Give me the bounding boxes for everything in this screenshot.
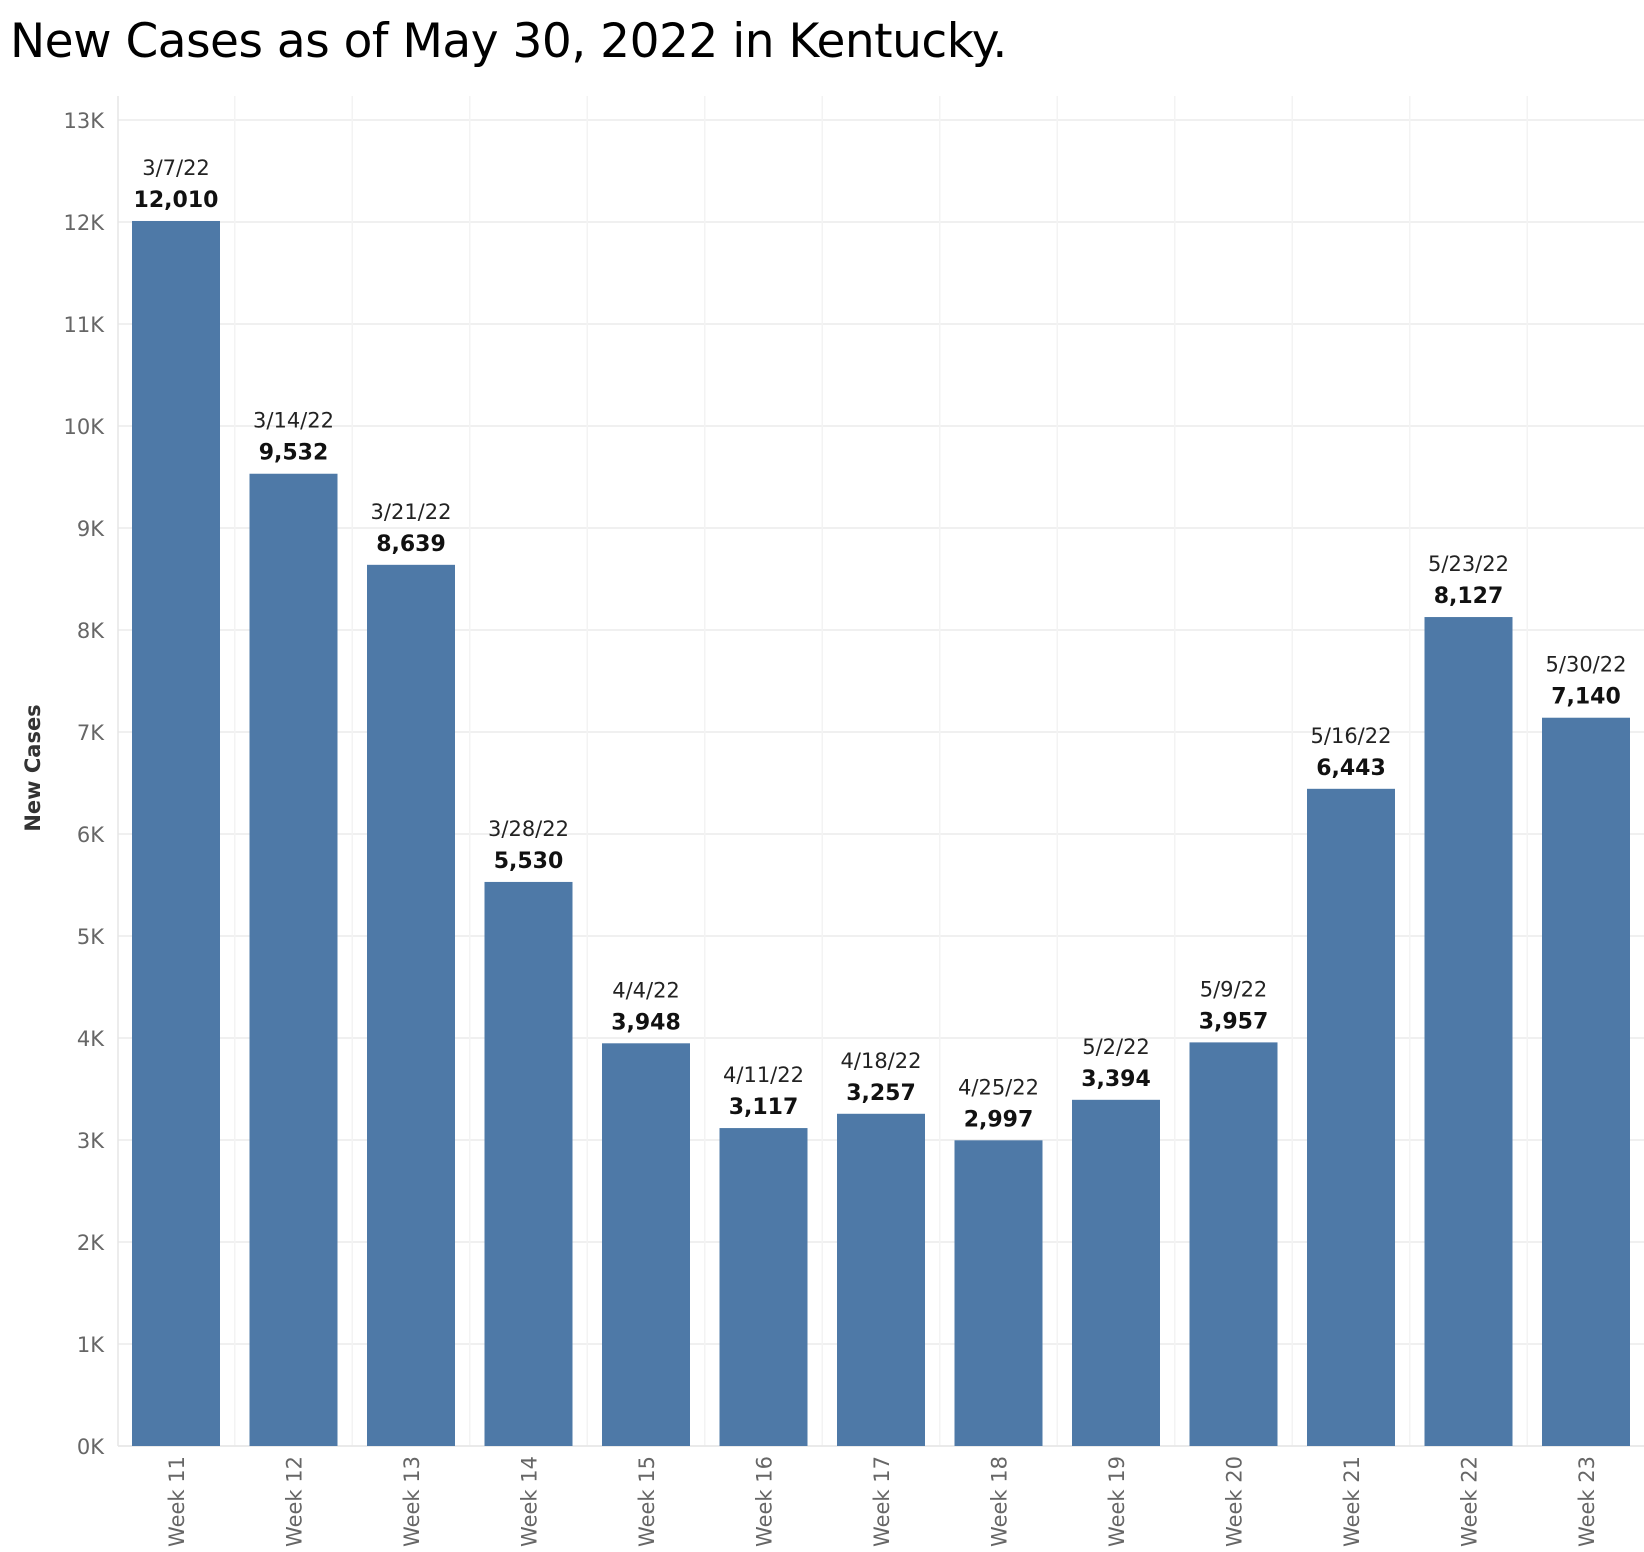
bar <box>719 1128 808 1446</box>
bar-value-label: 3,948 <box>611 1010 681 1035</box>
y-tick-label: 8K <box>77 619 105 643</box>
bar <box>837 1113 925 1446</box>
bar-value-label: 5,530 <box>494 849 564 874</box>
bar-date-label: 4/4/22 <box>612 978 680 1002</box>
y-tick-label: 7K <box>77 721 105 745</box>
x-tick-label: Week 13 <box>400 1456 424 1547</box>
bar-value-label: 8,127 <box>1434 584 1504 609</box>
bar-value-label: 7,140 <box>1551 685 1621 710</box>
bar-value-label: 12,010 <box>134 188 219 213</box>
bars <box>132 220 1630 1447</box>
y-tick-label: 0K <box>77 1435 105 1459</box>
y-tick-label: 12K <box>64 211 106 235</box>
x-tick-label: Week 18 <box>988 1456 1012 1547</box>
bar-value-label: 8,639 <box>376 532 446 557</box>
x-tick-label: Week 15 <box>635 1456 659 1547</box>
y-tick-label: 5K <box>77 925 105 949</box>
x-tick-label: Week 17 <box>870 1456 894 1547</box>
bar <box>367 564 455 1446</box>
x-tick-label: Week 21 <box>1340 1456 1364 1547</box>
bar-value-label: 3,257 <box>846 1081 916 1106</box>
y-tick-label: 3K <box>77 1129 105 1153</box>
bar-date-label: 5/23/22 <box>1428 552 1509 576</box>
bar-date-label: 3/14/22 <box>253 409 334 433</box>
bar-value-label: 2,997 <box>964 1107 1034 1132</box>
bar <box>1542 717 1630 1446</box>
y-tick-label: 13K <box>64 109 106 133</box>
bar-date-label: 5/16/22 <box>1311 724 1392 748</box>
bar <box>132 220 220 1447</box>
chart-title: New Cases as of May 30, 2022 in Kentucky… <box>10 14 1007 69</box>
bar-value-label: 3,394 <box>1081 1067 1151 1092</box>
y-tick-label: 1K <box>77 1333 105 1357</box>
y-tick-label: 10K <box>64 415 106 439</box>
bar-date-label: 3/21/22 <box>371 500 452 524</box>
x-tick-label: Week 11 <box>165 1456 189 1547</box>
x-tick-label: Week 23 <box>1575 1456 1599 1547</box>
x-tick-label: Week 14 <box>518 1456 542 1547</box>
y-tick-label: 6K <box>77 823 105 847</box>
bar-value-label: 9,532 <box>259 441 329 466</box>
y-tick-label: 2K <box>77 1231 105 1255</box>
bar <box>1307 788 1395 1446</box>
x-tick-label: Week 16 <box>753 1456 777 1547</box>
x-tick-label: Week 20 <box>1223 1456 1247 1547</box>
bar <box>249 473 338 1447</box>
x-tick-label: Week 22 <box>1458 1456 1482 1547</box>
bar-date-label: 4/11/22 <box>723 1063 804 1087</box>
bar-date-label: 5/2/22 <box>1082 1035 1150 1059</box>
x-tick-label: Week 12 <box>283 1456 307 1547</box>
bar-value-label: 3,117 <box>729 1095 799 1120</box>
bar-date-label: 3/28/22 <box>488 817 569 841</box>
bar <box>1424 617 1513 1446</box>
bar <box>1072 1099 1160 1446</box>
bar <box>602 1043 690 1446</box>
bar-value-label: 3,957 <box>1199 1009 1269 1034</box>
x-tick-label: Week 19 <box>1105 1456 1129 1547</box>
bar-date-label: 5/9/22 <box>1200 977 1268 1001</box>
y-tick-label: 4K <box>77 1027 105 1051</box>
bar <box>1189 1042 1278 1446</box>
bar <box>484 881 573 1446</box>
y-tick-label: 9K <box>77 517 105 541</box>
data-labels: 12,010 3/7/22 9,532 3/14/22 8,639 3/21/22 5,53… <box>134 156 1627 1132</box>
bar-date-label: 5/30/22 <box>1546 653 1627 677</box>
bar-date-label: 3/7/22 <box>142 156 210 180</box>
y-tick-label: 11K <box>64 313 106 337</box>
bar-value-label: 6,443 <box>1316 756 1386 781</box>
y-axis-title: New Cases <box>21 704 45 831</box>
bar <box>954 1140 1043 1446</box>
bar-date-label: 4/25/22 <box>958 1075 1039 1099</box>
bar-date-label: 4/18/22 <box>841 1049 922 1073</box>
